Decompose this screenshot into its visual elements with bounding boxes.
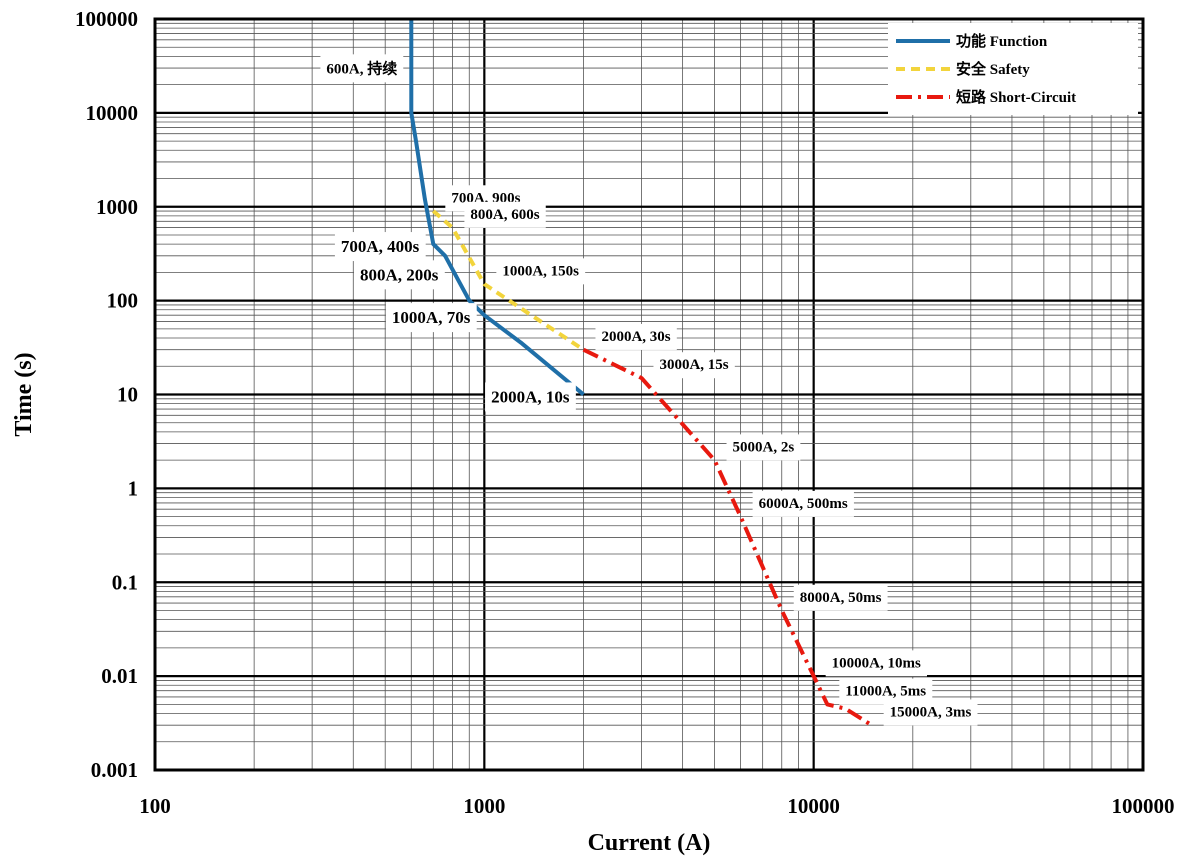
x-tick-label: 100000 [1112, 794, 1175, 818]
grid [153, 19, 1143, 772]
annotation: 6000A, 500ms [752, 490, 854, 517]
annotation: 1000A, 70s [385, 303, 477, 333]
annotation: 2000A, 30s [595, 323, 677, 350]
annotation-box [334, 232, 426, 262]
y-tick-label: 0.001 [91, 758, 138, 782]
annotation-box [485, 382, 576, 412]
annotation-label: 800A, 600s [470, 207, 539, 223]
annotation: 3000A, 15s [653, 352, 735, 379]
series-line-0 [409, 19, 585, 397]
x-axis-title: Current (A) [588, 830, 711, 856]
annotation-box [653, 352, 735, 379]
annotation-label: 8000A, 50ms [800, 590, 882, 606]
legend-label-1: 安全 Safety [956, 60, 1030, 78]
annotation: 10000A, 10ms [825, 650, 927, 677]
annotation: 800A, 200s [354, 260, 445, 290]
y-tick-label: 100000 [75, 7, 138, 31]
annotation-label: 5000A, 2s [733, 439, 795, 455]
annotation: 15000A, 3ms [883, 699, 978, 726]
y-tick-label: 1 [128, 476, 139, 500]
annotation-box [752, 490, 854, 517]
annotation-label: 15000A, 3ms [890, 704, 972, 720]
tick-labels: 100 1000 10000 100000 0.001 0.01 0.1 1 10 100 1000… [75, 7, 1175, 818]
annotation-box [385, 303, 477, 333]
x-tick-label: 100 [139, 794, 171, 818]
annotation: 8000A, 50ms [793, 584, 888, 611]
annotation: 800A, 600s [464, 201, 546, 228]
annotation-label: 700A, 400s [341, 237, 420, 256]
y-tick-label: 1000 [96, 195, 138, 219]
legend: 功能 Function 安全 Safety 短路 Short-Circuit [888, 23, 1138, 115]
annotation-box [595, 323, 677, 350]
annotation-label: 11000A, 5ms [845, 684, 926, 700]
y-tick-label: 0.01 [101, 664, 138, 688]
annotation-label: 6000A, 500ms [759, 496, 848, 512]
annotation-label: 600A, 持续 [326, 59, 397, 77]
annotation-label: 1000A, 150s [502, 263, 579, 279]
annotation: 2000A, 10s [485, 382, 576, 412]
legend-label-2: 短路 Short-Circuit [956, 88, 1076, 106]
annotation-box [726, 434, 801, 461]
y-tick-label: 10 [117, 383, 138, 407]
annotation-label: 800A, 200s [360, 265, 439, 284]
annotation-box [496, 258, 586, 285]
series-line-2 [582, 347, 873, 727]
y-tick-label: 10000 [86, 101, 139, 125]
annotation-label: 2000A, 30s [601, 329, 670, 345]
annotation: 1000A, 150s [496, 258, 586, 285]
plot-frame [153, 17, 1145, 772]
annotation: 700A, 400s [334, 232, 426, 262]
annotation-box [825, 650, 927, 677]
annotation-box [793, 584, 888, 611]
y-tick-label: 0.1 [112, 570, 138, 594]
annotation-box [354, 260, 445, 290]
annotation-box [320, 54, 404, 83]
series-layer [409, 19, 873, 727]
annotation: 5000A, 2s [726, 434, 801, 461]
annotation-box [883, 699, 978, 726]
annotation-label: 10000A, 10ms [832, 655, 921, 671]
annotation-box [464, 201, 546, 228]
legend-label-0: 功能 Function [956, 32, 1048, 50]
annotation-label: 1000A, 70s [392, 308, 471, 327]
annotation: 600A, 持续 [320, 54, 404, 83]
annotation-label: 3000A, 15s [659, 357, 728, 373]
y-axis-title: Time (s) [11, 352, 37, 436]
x-tick-label: 1000 [463, 794, 505, 818]
x-tick-label: 10000 [787, 794, 840, 818]
y-tick-label: 100 [107, 289, 139, 313]
annotation-label: 2000A, 10s [491, 387, 570, 406]
